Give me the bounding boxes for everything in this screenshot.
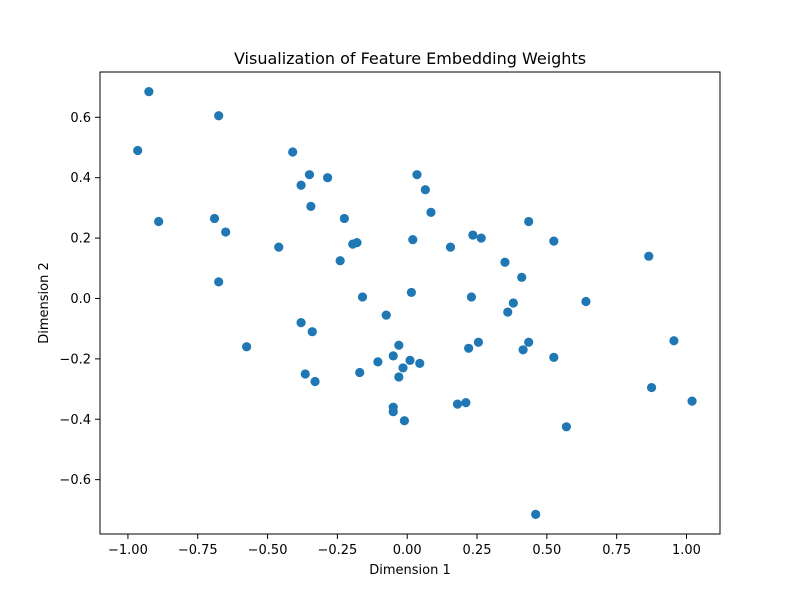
scatter-point (388, 351, 398, 361)
scatter-point (357, 292, 368, 302)
scatter-point (524, 216, 534, 227)
scatter-point (476, 233, 486, 243)
chart-title: Visualization of Feature Embedding Weigh… (234, 49, 586, 68)
scatter-point (452, 399, 463, 409)
y-tick-label: −0.6 (59, 473, 91, 488)
scatter-point (221, 227, 231, 237)
scatter-point (426, 207, 436, 218)
scatter-point (323, 173, 333, 183)
scatter-point (214, 111, 224, 121)
scatter-point (144, 87, 154, 97)
x-tick-label: −0.50 (248, 543, 288, 558)
scatter-point (398, 363, 408, 373)
scatter-point (445, 242, 456, 252)
scatter-point (310, 376, 320, 387)
scatter-point (508, 298, 518, 308)
scatter-point (274, 242, 284, 252)
y-axis-label: Dimension 2 (37, 262, 52, 344)
scatter-point (500, 257, 510, 267)
scatter-point (524, 337, 534, 347)
scatter-point (394, 340, 404, 350)
scatter-point (288, 147, 298, 157)
scatter-point (133, 145, 143, 156)
x-tick-label: −0.25 (317, 543, 357, 558)
scatter-point (420, 185, 430, 195)
scatter-point (296, 318, 306, 328)
plot-frame (99, 71, 721, 535)
scatter-point (518, 345, 528, 355)
scatter-point (461, 398, 471, 408)
scatter-point (464, 343, 474, 353)
x-tick-label: 0.50 (532, 543, 561, 558)
scatter-point (561, 422, 572, 432)
scatter-point (296, 180, 306, 190)
scatter-point (406, 287, 416, 298)
scatter-point (517, 272, 527, 282)
scatter-point (644, 251, 654, 261)
scatter-point (300, 369, 310, 379)
y-tick-label: 0.2 (70, 232, 91, 247)
scatter-point (581, 296, 591, 307)
scatter-point (503, 307, 513, 317)
scatter-point (339, 213, 349, 224)
y-axis-ticks: −0.6 −0.4 −0.2 0.0 0.2 0.4 0.6 (59, 111, 100, 488)
scatter-point (531, 509, 541, 519)
y-tick-label: −0.2 (59, 352, 91, 367)
scatter-point (352, 238, 362, 248)
scatter-point (214, 277, 224, 287)
y-tick-label: 0.6 (70, 111, 91, 126)
scatter-point (646, 382, 657, 393)
scatter-point (549, 236, 559, 246)
scatter-point (468, 230, 478, 240)
scatter-point (687, 396, 697, 406)
x-tick-label: 1.00 (672, 543, 701, 558)
x-axis-label: Dimension 1 (369, 563, 451, 578)
scatter-point (242, 342, 252, 352)
x-tick-label: 0.25 (463, 543, 492, 558)
scatter-point (209, 213, 220, 224)
scatter-point (381, 310, 391, 320)
scatter-point (394, 372, 404, 382)
x-tick-label: 0.75 (602, 543, 631, 558)
y-tick-label: −0.4 (59, 413, 91, 428)
y-tick-label: 0.4 (70, 171, 91, 186)
scatter-point (473, 337, 484, 347)
scatter-point (408, 234, 418, 245)
scatter-point (154, 216, 164, 227)
scatter-point (549, 352, 559, 362)
x-tick-label: −1.00 (108, 543, 148, 558)
scatter-point (373, 357, 383, 367)
scatter-point (388, 407, 398, 417)
y-tick-label: 0.0 (70, 292, 91, 307)
x-tick-label: −0.75 (178, 543, 218, 558)
points-layer (133, 87, 697, 519)
x-tick-label: 0.00 (393, 543, 422, 558)
scatter-point (355, 367, 365, 378)
scatter-point (415, 358, 425, 368)
scatter-point (307, 327, 317, 337)
scatter-point (412, 170, 422, 180)
x-axis-ticks: −1.00 −0.75 −0.50 −0.25 0.00 0.25 0.50 0.75 1.00 (108, 534, 701, 558)
scatter-point (306, 201, 316, 211)
scatter-point (405, 355, 415, 365)
scatter-point (466, 292, 477, 302)
scatter-point (399, 416, 410, 426)
scatter-point (335, 256, 345, 266)
scatter-point (669, 336, 679, 346)
scatter-point (304, 170, 315, 180)
